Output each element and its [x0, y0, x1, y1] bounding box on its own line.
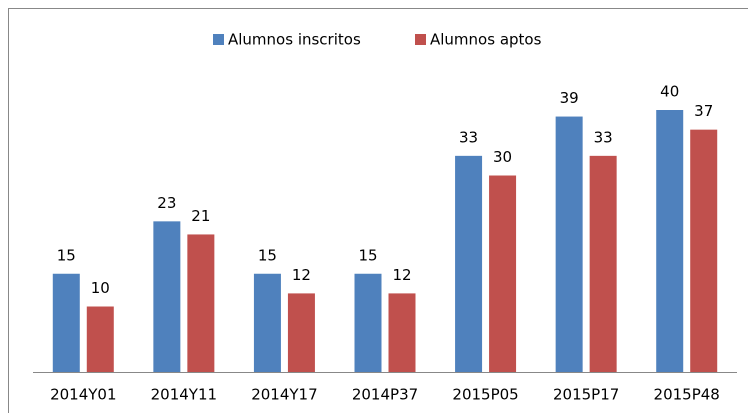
x-tick-label: 2014Y11	[151, 386, 217, 404]
data-label: 15	[57, 246, 76, 264]
bar	[690, 130, 717, 372]
bar	[153, 221, 180, 372]
data-label: 15	[358, 246, 377, 264]
x-tick-label: 2015P05	[452, 386, 518, 404]
data-label: 23	[157, 194, 176, 212]
x-tick-label: 2015P48	[654, 386, 720, 404]
legend-swatch	[415, 34, 426, 45]
bar	[590, 156, 617, 372]
legend-label: Alumnos inscritos	[228, 31, 361, 49]
data-label: 12	[392, 266, 411, 284]
bar	[187, 234, 214, 372]
data-label: 12	[292, 266, 311, 284]
bar	[389, 293, 416, 372]
data-label: 33	[594, 128, 613, 146]
data-label: 39	[560, 89, 579, 107]
data-label: 37	[694, 102, 713, 120]
bar	[455, 156, 482, 372]
data-label: 40	[660, 83, 679, 101]
bar	[656, 110, 683, 372]
data-label: 15	[258, 246, 277, 264]
bar	[489, 176, 516, 373]
data-label: 33	[459, 128, 478, 146]
bar	[254, 274, 281, 372]
x-tick-label: 2014Y01	[50, 386, 116, 404]
bar	[556, 117, 583, 372]
bar	[53, 274, 80, 372]
legend-label: Alumnos aptos	[430, 31, 542, 49]
bar	[288, 293, 315, 372]
x-tick-label: 2014Y17	[251, 386, 317, 404]
data-label: 10	[91, 279, 110, 297]
data-label: 21	[191, 207, 210, 225]
legend-swatch	[213, 34, 224, 45]
bar	[355, 274, 382, 372]
x-tick-label: 2014P37	[352, 386, 418, 404]
bar	[87, 307, 114, 373]
data-label: 30	[493, 148, 512, 166]
x-tick-label: 2015P17	[553, 386, 619, 404]
